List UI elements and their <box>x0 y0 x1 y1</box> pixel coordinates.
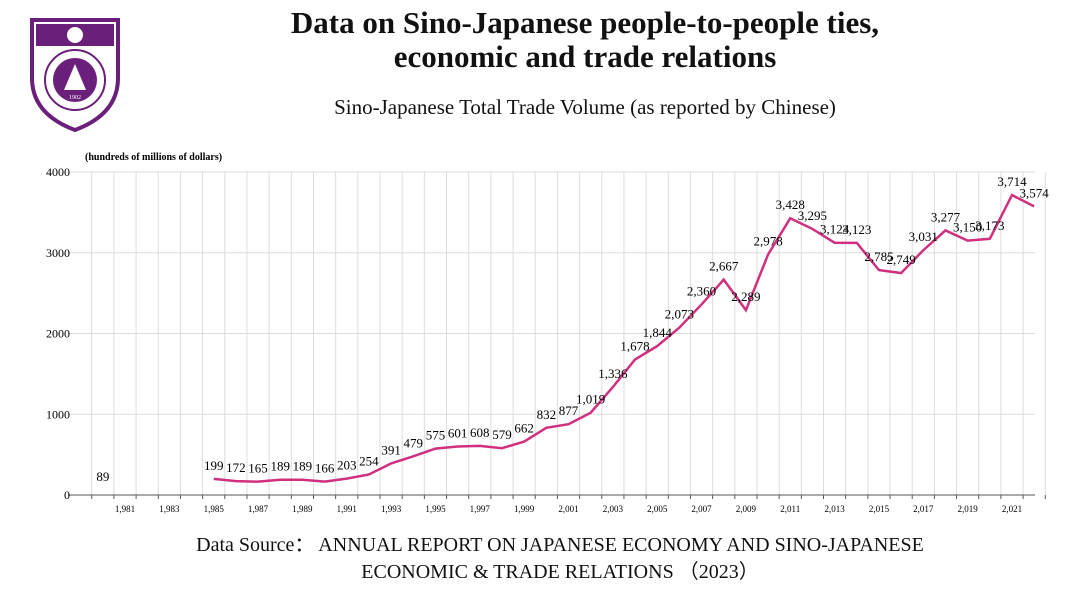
x-tick-label: 2,021 <box>1002 504 1022 514</box>
x-tick-label: 1,981 <box>115 504 135 514</box>
x-tick-label: 1,985 <box>204 504 225 514</box>
x-tick-label: 1,987 <box>248 504 269 514</box>
trade-volume-line <box>213 193 1035 483</box>
data-label: 189 <box>270 459 290 474</box>
data-label: 1,336 <box>598 366 628 381</box>
data-label: 254 <box>359 453 379 468</box>
data-label: 877 <box>559 403 579 418</box>
data-label: 2,073 <box>665 307 694 322</box>
x-tick-label: 2,017 <box>913 504 934 514</box>
x-tick-label: 2,005 <box>647 504 668 514</box>
x-tick-label: 1,999 <box>514 504 535 514</box>
data-label: 2,749 <box>887 252 916 267</box>
title-line-1: Data on Sino-Japanese people-to-people t… <box>290 5 880 40</box>
data-label: 2,785 <box>864 249 893 264</box>
data-label: 3,428 <box>776 197 805 212</box>
x-tick-label: 2,001 <box>558 504 578 514</box>
data-label: 89 <box>96 469 109 484</box>
data-label: 203 <box>337 458 357 473</box>
data-label: 165 <box>248 461 268 476</box>
svg-text:1902: 1902 <box>69 95 81 101</box>
x-tick-label: 2,019 <box>958 504 979 514</box>
data-label: 662 <box>514 421 534 436</box>
data-label: 189 <box>293 459 313 474</box>
x-tick-label: 2,013 <box>824 504 845 514</box>
data-label: 2,978 <box>753 234 782 249</box>
x-tick-label: 2,003 <box>603 504 624 514</box>
data-label: 579 <box>492 427 512 442</box>
data-label: 832 <box>537 407 557 422</box>
data-label: 166 <box>315 461 335 476</box>
data-label: 199 <box>204 458 224 473</box>
data-label: 3,031 <box>909 229 938 244</box>
y-tick-label: 4000 <box>46 165 70 179</box>
data-label: 3,150 <box>953 220 982 235</box>
x-tick-label: 1,983 <box>159 504 180 514</box>
data-label: 2,360 <box>687 283 716 298</box>
x-axis-ticks: 1,981 1,983 1,985 1,987 1,989 1,991 1,993 1,995… <box>115 504 1022 514</box>
source-line-2: ECONOMIC & TRADE RELATIONS （2023） <box>361 561 759 583</box>
x-tick-label: 1,991 <box>337 504 357 514</box>
data-label: 3,173 <box>975 218 1004 233</box>
data-label: 2,289 <box>731 289 760 304</box>
x-tick-label: 1,995 <box>425 504 446 514</box>
data-source: Data Source： ANNUAL REPORT ON JAPANESE E… <box>100 532 1020 586</box>
data-label: 1,678 <box>620 339 649 354</box>
y-tick-label: 2000 <box>46 327 70 341</box>
y-axis-label: (hundreds of millions of dollars) <box>85 152 222 163</box>
x-tick-label: 1,989 <box>292 504 313 514</box>
x-tick-label: 2,011 <box>780 504 800 514</box>
x-tick-label: 2,007 <box>691 504 712 514</box>
data-label: 3,124 <box>820 222 850 237</box>
y-tick-label: 1000 <box>46 407 70 421</box>
data-label: 1,019 <box>576 392 605 407</box>
chart-title: Sino-Japanese Total Trade Volume (as rep… <box>334 95 836 119</box>
page-title: Data on Sino-Japanese people-to-people t… <box>230 6 940 74</box>
data-label: 3,574 <box>1020 185 1050 200</box>
y-axis-ticks: 0 1000 2000 3000 4000 <box>46 165 70 502</box>
y-tick-label: 0 <box>64 488 70 502</box>
x-tick-label: 1,993 <box>381 504 402 514</box>
x-tick-label: 2,015 <box>869 504 890 514</box>
data-label: 391 <box>381 442 401 457</box>
data-label: 1,844 <box>643 325 673 340</box>
data-label: 3,295 <box>798 208 827 223</box>
source-line-1: Data Source： ANNUAL REPORT ON JAPANESE E… <box>196 534 924 556</box>
x-tick-label: 2,009 <box>736 504 757 514</box>
gridlines <box>68 171 1046 499</box>
data-label: 608 <box>470 425 490 440</box>
y-tick-label: 3000 <box>46 246 70 260</box>
data-label: 479 <box>404 435 424 450</box>
data-label: 3,123 <box>842 222 871 237</box>
data-label: 172 <box>226 460 246 475</box>
data-label: 3,714 <box>997 174 1027 189</box>
data-label: 2,667 <box>709 259 739 274</box>
data-label: 575 <box>426 428 446 443</box>
data-label: 3,277 <box>931 209 961 224</box>
data-label: 601 <box>448 425 468 440</box>
nanjing-university-logo: 1902 <box>28 16 122 137</box>
x-tick-label: 1,997 <box>470 504 491 514</box>
title-line-2: economic and trade relations <box>393 39 777 74</box>
